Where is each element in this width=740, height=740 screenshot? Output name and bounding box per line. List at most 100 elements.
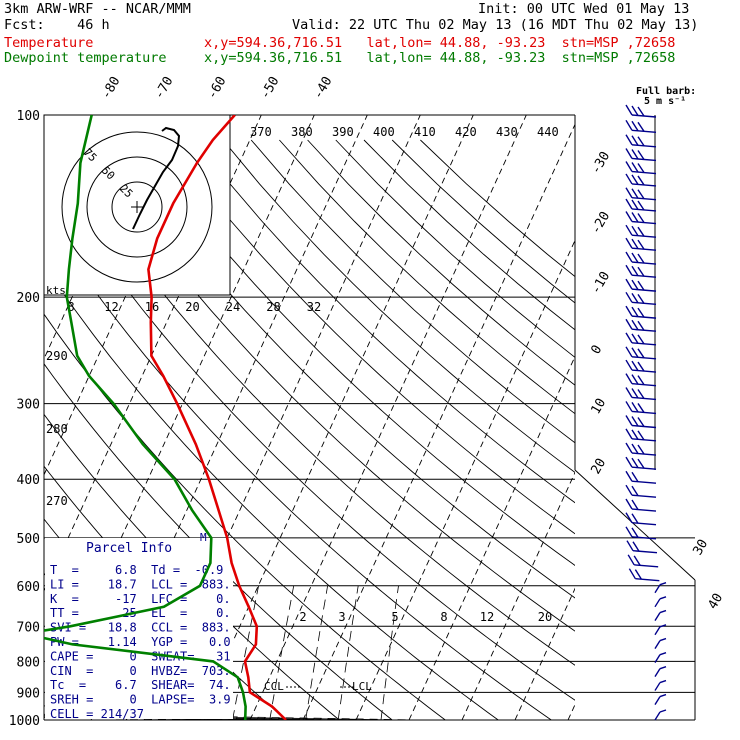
wind-barb-flag bbox=[637, 200, 645, 211]
pressure-label-1000: 1000 bbox=[9, 714, 40, 729]
wind-barb-flag bbox=[637, 361, 645, 372]
parcel-info-row: T = 6.8 Td = -0.9 bbox=[50, 563, 223, 577]
wind-barb-staff bbox=[654, 682, 661, 691]
wind-barb-flag bbox=[625, 346, 633, 358]
isotherm-line bbox=[408, 355, 575, 720]
wind-barb-staff bbox=[631, 536, 657, 540]
pressure-label-100: 100 bbox=[17, 109, 40, 124]
wind-barb-flag bbox=[637, 150, 645, 160]
wind-barb-flag bbox=[637, 213, 645, 223]
mixing-ratio-label: 12 bbox=[480, 610, 494, 624]
wind-barb-flag bbox=[625, 237, 633, 249]
pressure-label-200: 200 bbox=[17, 291, 40, 306]
wind-barb-flag bbox=[659, 637, 667, 642]
theta-label: 430 bbox=[496, 125, 518, 139]
pressure-label-900: 900 bbox=[17, 686, 40, 701]
wind-barb-staff bbox=[631, 494, 657, 498]
wind-barb-flag bbox=[625, 104, 633, 116]
wind-barb-flag bbox=[625, 484, 633, 496]
wind-barb-flag bbox=[659, 596, 667, 600]
wind-barb-flag bbox=[633, 555, 641, 566]
dewpoint-trace bbox=[44, 115, 247, 720]
wind-barb-flag bbox=[625, 373, 633, 385]
mixing-ratio-label: 3 bbox=[338, 610, 345, 624]
wind-barb-staff bbox=[654, 654, 661, 664]
wind-barb-staff bbox=[632, 549, 658, 554]
dry-adiabat-line bbox=[81, 139, 575, 632]
parcel-info-row: SVI = 18.8 CCL = 883. bbox=[50, 621, 231, 635]
theta-label: 390 bbox=[332, 125, 354, 139]
wind-barb-flag bbox=[637, 266, 645, 277]
wind-barb-flag bbox=[631, 527, 639, 538]
wind-barb-flag bbox=[625, 161, 633, 172]
isotherm-line bbox=[514, 587, 575, 720]
wind-barb-flag bbox=[631, 225, 639, 237]
wind-barb-flag bbox=[631, 162, 639, 173]
parcel-info-box bbox=[45, 538, 233, 719]
pressure-label-600: 600 bbox=[17, 580, 40, 595]
isotherm-label: 40 bbox=[705, 591, 726, 612]
wind-barb-flag bbox=[625, 278, 633, 290]
dry-adiabat-line bbox=[109, 139, 575, 599]
wind-barb-flag bbox=[637, 136, 645, 147]
wind-barb-flag bbox=[625, 291, 633, 303]
wind-barb-flag bbox=[659, 666, 667, 670]
dry-adiabat-line bbox=[363, 139, 575, 331]
mixing-ratio-label: 5 bbox=[391, 610, 398, 624]
wind-barb-flag bbox=[631, 135, 639, 146]
dry-adiabat-line bbox=[138, 139, 575, 566]
wind-barb-flag bbox=[625, 401, 633, 412]
wind-barb-flag bbox=[637, 389, 645, 399]
wind-barb-flag bbox=[626, 540, 634, 552]
wind-barb-flag bbox=[637, 334, 645, 345]
isotherm-label: -80 bbox=[99, 74, 124, 102]
isotherm-line bbox=[249, 115, 527, 720]
hodograph-ring bbox=[111, 181, 163, 233]
wind-barb-flag bbox=[631, 174, 639, 185]
wind-barb-staff bbox=[654, 612, 661, 621]
wind-barb-flag bbox=[637, 307, 645, 318]
dry-adiabat-line bbox=[307, 139, 575, 386]
isotherm-line bbox=[567, 703, 575, 720]
pressure-label-700: 700 bbox=[17, 620, 40, 635]
theta-label: 440 bbox=[537, 125, 559, 139]
wind-barb-flag bbox=[631, 199, 639, 210]
wind-barb-flag bbox=[631, 374, 639, 385]
adiabat-label: 270 bbox=[46, 494, 68, 508]
hodograph-ring bbox=[86, 156, 188, 258]
forecast-hour: Fcst: 46 h bbox=[4, 17, 110, 33]
adiabat-label: 290 bbox=[46, 349, 68, 363]
parcel-info-row: CELL = 214/37 bbox=[50, 707, 144, 721]
temperature-legend-info: x,y=594.36,716.51 lat,lon= 44.88, -93.23… bbox=[204, 35, 676, 51]
wind-barb-flag bbox=[631, 457, 639, 469]
wind-barb-flag bbox=[631, 238, 639, 250]
isotherm-label: -50 bbox=[258, 74, 283, 102]
wind-barb-flag bbox=[637, 348, 645, 359]
pressure-label-300: 300 bbox=[17, 398, 40, 413]
wind-barb-flag bbox=[625, 224, 633, 236]
isotherm-label: -60 bbox=[205, 74, 230, 102]
temperature-trace bbox=[147, 115, 287, 720]
wind-barb-flag bbox=[659, 624, 667, 628]
wind-barb-flag bbox=[637, 430, 645, 441]
hodograph-ring bbox=[61, 131, 213, 283]
theta-label: 380 bbox=[291, 125, 313, 139]
hodograph-trace bbox=[132, 126, 181, 230]
parcel-info-row: SREH = 0 LAPSE= 3.9 bbox=[50, 693, 231, 707]
wind-barb-flag bbox=[631, 292, 639, 304]
mixing-ratio-label: 8 bbox=[440, 610, 447, 624]
temperature-legend-label: Temperature bbox=[4, 35, 94, 51]
parcel-info-row: CIN = 0 HVBZ= 703. bbox=[50, 664, 231, 678]
lcl-label: LCL bbox=[352, 680, 372, 693]
parcel-info-row: LI = 18.7 LCL = 883. bbox=[50, 577, 231, 591]
dry-adiabat-line bbox=[44, 264, 500, 720]
mixing-ratio-line bbox=[380, 585, 399, 720]
wind-barb-flag bbox=[631, 360, 639, 371]
wind-barb-flag bbox=[659, 693, 667, 698]
mixing-ratio-line bbox=[232, 585, 259, 720]
model-title: 3km ARW-WRF -- NCAR/MMM bbox=[4, 1, 191, 17]
init-time: Init: 00 UTC Wed 01 May 13 bbox=[478, 1, 690, 17]
hodograph-speed-label: 12 bbox=[104, 300, 118, 314]
theta-label: 420 bbox=[455, 125, 477, 139]
valid-time: Valid: 22 UTC Thu 02 May 13 (16 MDT Thu … bbox=[292, 17, 699, 33]
